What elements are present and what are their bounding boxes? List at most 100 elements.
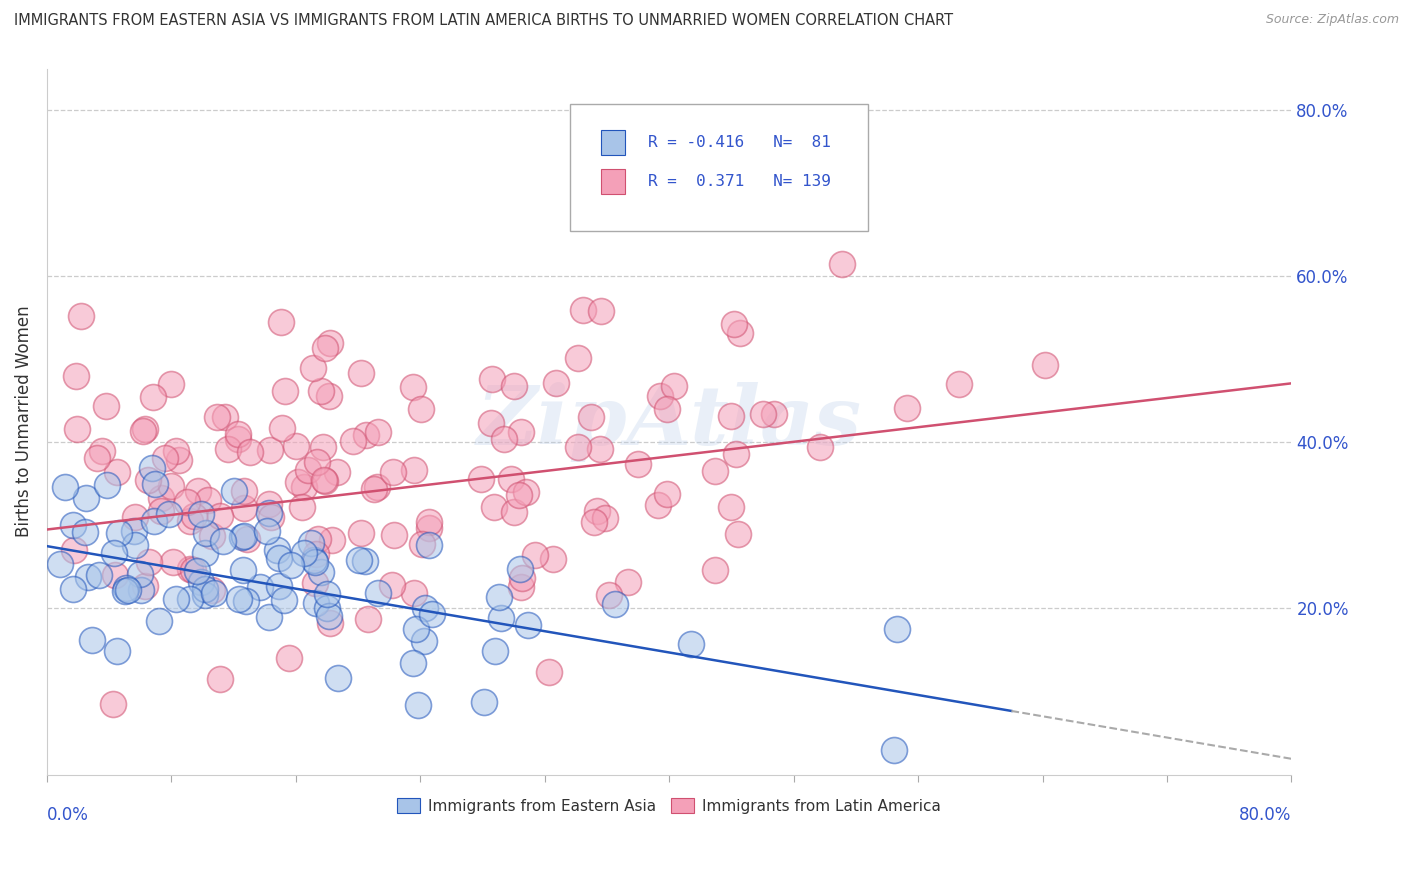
Point xyxy=(510,571,533,585)
Point xyxy=(316,587,339,601)
Point xyxy=(617,574,640,589)
Point xyxy=(299,535,322,549)
Point xyxy=(413,601,436,615)
Point xyxy=(89,567,111,582)
Point xyxy=(418,521,440,535)
Point xyxy=(582,515,605,529)
Text: IMMIGRANTS FROM EASTERN ASIA VS IMMIGRANTS FROM LATIN AMERICA BIRTHS TO UNMARRIE: IMMIGRANTS FROM EASTERN ASIA VS IMMIGRAN… xyxy=(14,13,953,29)
Point xyxy=(402,463,425,477)
Point xyxy=(405,622,427,636)
Point xyxy=(367,425,389,439)
Point xyxy=(488,590,510,604)
Point xyxy=(572,303,595,318)
Point xyxy=(259,506,281,520)
Text: Source: ZipAtlas.com: Source: ZipAtlas.com xyxy=(1265,13,1399,27)
Point xyxy=(124,538,146,552)
Point xyxy=(1033,358,1056,372)
Point xyxy=(294,480,316,494)
Point xyxy=(179,562,201,576)
Bar xyxy=(600,130,626,155)
Point xyxy=(567,351,589,365)
Point xyxy=(209,672,232,686)
Point xyxy=(418,538,440,552)
Text: R = -0.416   N=  81: R = -0.416 N= 81 xyxy=(648,136,831,150)
Point xyxy=(366,480,388,494)
Point xyxy=(122,524,145,539)
Text: R =  0.371   N= 139: R = 0.371 N= 139 xyxy=(648,174,831,189)
Point xyxy=(287,475,309,489)
Point xyxy=(311,384,333,398)
Point xyxy=(325,466,347,480)
Point xyxy=(342,434,364,448)
Point xyxy=(179,514,201,528)
Point xyxy=(723,317,745,331)
Point xyxy=(153,450,176,465)
Point xyxy=(280,558,302,573)
Point xyxy=(305,547,328,561)
Point xyxy=(292,546,315,560)
Point xyxy=(76,570,98,584)
Point xyxy=(319,335,342,350)
Point xyxy=(831,257,853,271)
Point xyxy=(413,634,436,648)
Y-axis label: Births to Unmarried Women: Births to Unmarried Women xyxy=(15,306,32,537)
Point xyxy=(648,388,671,402)
Point xyxy=(305,596,328,610)
Point xyxy=(232,500,254,515)
Point xyxy=(598,588,620,602)
Point xyxy=(49,557,72,571)
Point xyxy=(762,407,785,421)
Point xyxy=(350,526,373,541)
Point xyxy=(593,511,616,525)
Point xyxy=(509,580,531,594)
Point xyxy=(304,555,326,569)
Point xyxy=(420,607,443,622)
Point xyxy=(538,665,561,679)
Point xyxy=(143,514,166,528)
Point xyxy=(162,555,184,569)
Point xyxy=(260,510,283,524)
Point xyxy=(195,525,218,540)
Point xyxy=(546,376,568,390)
Point xyxy=(214,409,236,424)
Point xyxy=(131,583,153,598)
Point xyxy=(381,578,404,592)
Point xyxy=(489,611,512,625)
Point xyxy=(503,505,526,519)
Point xyxy=(418,515,440,529)
Point xyxy=(197,492,219,507)
Point xyxy=(589,304,612,318)
Point xyxy=(481,371,503,385)
Point xyxy=(259,609,281,624)
Point xyxy=(896,401,918,416)
Point xyxy=(728,326,751,341)
Point xyxy=(307,455,329,469)
Point xyxy=(657,487,679,501)
Point xyxy=(143,476,166,491)
Bar xyxy=(600,169,626,194)
Point xyxy=(727,526,749,541)
Point xyxy=(94,400,117,414)
Point xyxy=(96,477,118,491)
Point xyxy=(249,581,271,595)
Point xyxy=(326,671,349,685)
Point xyxy=(304,575,326,590)
Point xyxy=(231,530,253,544)
Point xyxy=(883,742,905,756)
Point xyxy=(411,536,433,550)
Point xyxy=(134,422,156,436)
Point xyxy=(136,474,159,488)
Point xyxy=(579,410,602,425)
Point xyxy=(201,529,224,543)
Point xyxy=(194,546,217,560)
Point xyxy=(108,526,131,541)
Point xyxy=(202,586,225,600)
Point xyxy=(402,586,425,600)
Point xyxy=(517,618,540,632)
Point xyxy=(232,563,254,577)
Point xyxy=(367,586,389,600)
Point xyxy=(115,581,138,595)
Point xyxy=(541,552,564,566)
Point xyxy=(285,439,308,453)
Point xyxy=(515,484,537,499)
